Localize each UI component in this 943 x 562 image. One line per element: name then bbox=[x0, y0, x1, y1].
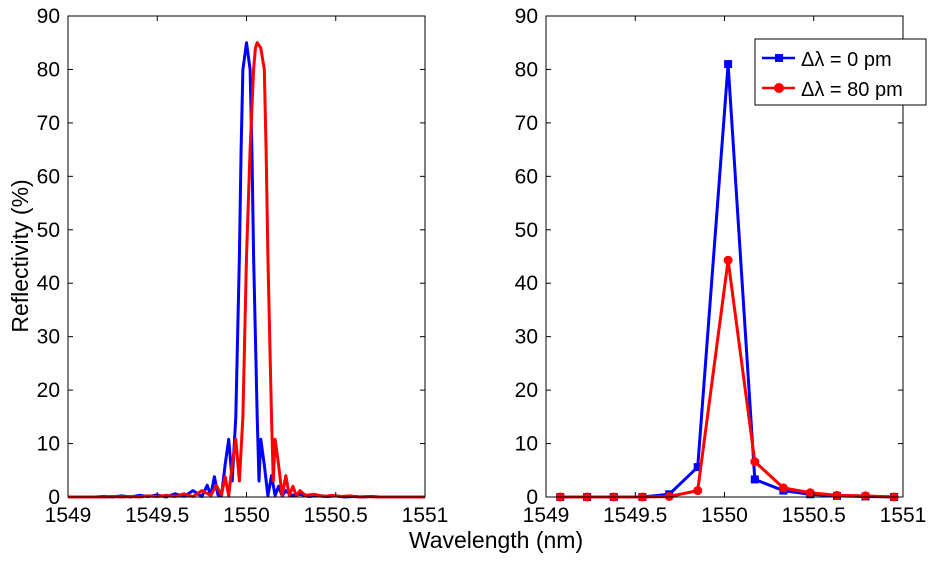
right-ytick-label: 90 bbox=[515, 5, 538, 28]
right-ytick-label: 30 bbox=[515, 326, 538, 349]
right-series-0-point-6 bbox=[724, 60, 733, 69]
left-ytick-label: 50 bbox=[37, 219, 60, 242]
left-ytick-label: 70 bbox=[37, 112, 60, 135]
right-series-1-point-7 bbox=[750, 457, 760, 467]
right-xtick-label: 1550.5 bbox=[782, 504, 846, 527]
left-ytick-label: 80 bbox=[37, 58, 60, 81]
right-series-1-point-9 bbox=[805, 488, 815, 498]
legend-label-0pm: Δλ = 0 pm bbox=[801, 49, 892, 71]
right-series-1-point-8 bbox=[778, 483, 788, 493]
right-series-0-point-7 bbox=[750, 475, 759, 484]
left-ytick-label: 0 bbox=[48, 486, 60, 509]
y-axis-label: Reflectivity (%) bbox=[7, 179, 33, 332]
right-ytick-label: 40 bbox=[515, 272, 538, 295]
legend: Δλ = 0 pm Δλ = 80 pm bbox=[754, 38, 927, 106]
right-ytick-label: 50 bbox=[515, 219, 538, 242]
right-xtick-label: 1549.5 bbox=[603, 504, 667, 527]
right-tick-group: 1549 1549.5 1550 1550.5 1551 0 10 20 30 40 50 60 70 8… bbox=[515, 5, 927, 527]
left-series-line-1 bbox=[68, 41, 425, 499]
left-xtick-label: 1549 bbox=[45, 504, 92, 527]
left-panel: 1549 1549.5 1550 1550.5 1551 0 10 20 30 40 50 60 70 8… bbox=[37, 5, 449, 527]
right-series-1-point-10 bbox=[832, 490, 842, 500]
left-xtick-label: 1549.5 bbox=[125, 504, 189, 527]
right-ytick-label: 60 bbox=[515, 165, 538, 188]
right-series-0-point-5 bbox=[693, 463, 702, 472]
right-xtick-label: 1551 bbox=[880, 504, 927, 527]
left-ytick-label: 20 bbox=[37, 379, 60, 402]
legend-box bbox=[754, 38, 927, 106]
right-ytick-label: 80 bbox=[515, 58, 538, 81]
left-ytick-label: 60 bbox=[37, 165, 60, 188]
right-ytick-label: 0 bbox=[526, 486, 538, 509]
left-ytick-label: 30 bbox=[37, 326, 60, 349]
left-xtick-label: 1551 bbox=[402, 504, 449, 527]
right-ytick-label: 20 bbox=[515, 379, 538, 402]
right-series-1-point-6 bbox=[723, 255, 733, 265]
right-panel: 1549 1549.5 1550 1550.5 1551 0 10 20 30 40 50 60 70 8… bbox=[515, 5, 927, 527]
left-ytick-label: 90 bbox=[37, 5, 60, 28]
right-series-1-point-11 bbox=[861, 491, 870, 501]
left-tick-group: 1549 1549.5 1550 1550.5 1551 0 10 20 30 40 50 60 70 8… bbox=[37, 5, 449, 527]
left-xtick-label: 1550.5 bbox=[304, 504, 368, 527]
x-axis-label: Wavelength (nm) bbox=[409, 527, 583, 553]
left-xtick-label: 1550 bbox=[223, 504, 270, 527]
left-ytick-label: 40 bbox=[37, 272, 60, 295]
right-ytick-label: 10 bbox=[515, 433, 538, 456]
left-ytick-label: 10 bbox=[37, 433, 60, 456]
legend-label-80pm: Δλ = 80 pm bbox=[801, 79, 903, 101]
legend-marker-square bbox=[775, 54, 783, 62]
right-xtick-label: 1550 bbox=[701, 504, 748, 527]
right-ytick-label: 70 bbox=[515, 112, 538, 135]
left-series-group bbox=[68, 41, 425, 499]
legend-marker-circle bbox=[774, 83, 784, 93]
right-series-1-point-5 bbox=[693, 486, 703, 496]
right-xtick-label: 1549 bbox=[523, 504, 570, 527]
